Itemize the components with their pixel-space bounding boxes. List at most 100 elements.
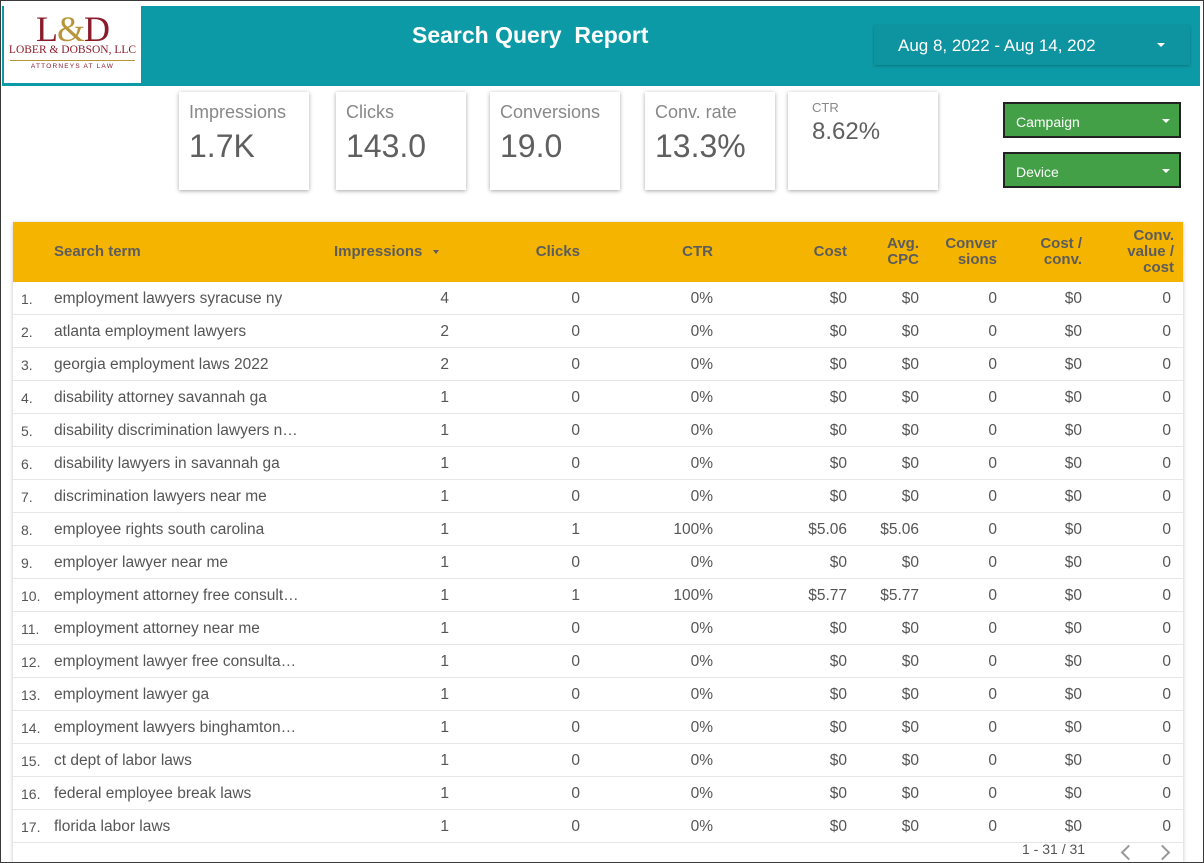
kpi-value: 19.0 [500,128,563,164]
cell-cval: 0 [1162,686,1171,703]
cell-clk: 0 [571,455,580,472]
table-row[interactable]: 12. employment lawyer free consultation 1 0… [13,645,1183,678]
table-row[interactable]: 11. employment attorney near me 1 0 0% $0 $0 0 $… [13,612,1183,645]
caret-down-icon [1162,169,1170,173]
cell-term: employment attorney near me [54,620,260,637]
cell-cpc: $0 [901,818,919,835]
cell-cval: 0 [1162,422,1171,439]
cell-cpc: $0 [901,620,919,637]
cell-cval: 0 [1162,554,1171,571]
table-row[interactable]: 2. atlanta employment lawyers 2 0 0% $0 $0 0 $0 0 [13,315,1183,348]
col-ctr[interactable]: CTR [682,243,713,260]
table-row[interactable]: 14. employment lawyers binghamton ny 1 0 0% $… [13,711,1183,744]
cell-conv: 0 [988,488,997,505]
cell-term: discrimination lawyers near me [54,488,267,505]
col-search-term[interactable]: Search term [54,243,141,260]
table-row[interactable]: 5. disability discrimination lawyers near… [13,414,1183,447]
cell-cpconv: $0 [1064,653,1082,670]
cell-ctr: 0% [690,818,713,835]
date-range-label: Aug 8, 2022 - Aug 14, 202 [898,36,1096,55]
cell-cpc: $0 [901,356,919,373]
cell-cost: $0 [829,323,847,340]
cell-cval: 0 [1162,653,1171,670]
col-avg-cpc[interactable]: Avg. CPC [887,235,919,268]
cell-cpconv: $0 [1064,785,1082,802]
table-row[interactable]: 10. employment attorney free consultation… [13,579,1183,612]
cell-imp: 1 [440,521,449,538]
cell-term: employment attorney free consultation [54,587,299,604]
cell-term: employment lawyers syracuse ny [54,290,283,307]
cell-cval: 0 [1162,488,1171,505]
cell-cval: 0 [1162,785,1171,802]
cell-conv: 0 [988,719,997,736]
cell-cval: 0 [1162,587,1171,604]
cell-idx: 9. [21,555,33,571]
table-row[interactable]: 4. disability attorney savannah ga 1 0 0% $0 $… [13,381,1183,414]
table-row[interactable]: 8. employee rights south carolina 1 1 100% $5… [13,513,1183,546]
cell-cost: $0 [829,620,847,637]
table-row[interactable]: 15. ct dept of labor laws 1 0 0% $0 $0 0 $0 0 [13,744,1183,777]
cell-cval: 0 [1162,719,1171,736]
cell-clk: 0 [571,620,580,637]
chevron-left-icon[interactable] [1120,844,1137,861]
caret-down-icon [432,250,439,255]
cell-conv: 0 [988,686,997,703]
cell-cpconv: $0 [1064,356,1082,373]
cell-term: disability discrimination lawyers near m… [54,422,299,439]
device-filter[interactable]: Device [1003,152,1181,188]
col-impressions[interactable]: Impressions [334,244,439,260]
cell-cval: 0 [1162,290,1171,307]
cell-cpconv: $0 [1064,455,1082,472]
cell-ctr: 0% [690,488,713,505]
table-row[interactable]: 16. federal employee break laws 1 0 0% $0 $0 0 $… [13,777,1183,810]
table-row[interactable]: 6. disability lawyers in savannah ga 1 0 0% $… [13,447,1183,480]
cell-cpc: $0 [901,488,919,505]
kpi-label: Impressions [189,102,287,122]
cell-term: employment lawyer ga [54,686,210,703]
cell-ctr: 0% [690,653,713,670]
col-conv-value-per-cost[interactable]: Conv. value / cost [1127,227,1174,276]
table-row[interactable]: 17. florida labor laws 1 0 0% $0 $0 0 $0 0 [13,810,1183,843]
cell-cval: 0 [1162,818,1171,835]
table-row[interactable]: 13. employment lawyer ga 1 0 0% $0 $0 0 $0 0 [13,678,1183,711]
caret-down-icon [1162,119,1170,123]
col-conversions[interactable]: Conver sions [945,235,997,268]
col-cost[interactable]: Cost [813,243,847,260]
cell-cost: $0 [829,422,847,439]
col-cost-per-conv[interactable]: Cost / conv. [1040,235,1082,268]
cell-term: employee rights south carolina [54,521,265,538]
cell-idx: 11. [21,621,40,637]
cell-cost: $0 [829,488,847,505]
chevron-right-icon[interactable] [1154,844,1171,861]
cell-cost: $0 [829,356,847,373]
cell-conv: 0 [988,356,997,373]
campaign-filter[interactable]: Campaign [1003,102,1181,138]
pagination-label: 1 - 31 / 31 [1022,841,1086,857]
cell-cost: $0 [829,554,847,571]
kpi-conv-rate: Conv. rate 13.3% [645,92,775,190]
cell-cval: 0 [1162,389,1171,406]
cell-clk: 0 [571,785,580,802]
cell-cpconv: $0 [1064,323,1082,340]
cell-conv: 0 [988,818,997,835]
cell-cpc: $0 [901,719,919,736]
table-row[interactable]: 7. discrimination lawyers near me 1 0 0% $0 $0… [13,480,1183,513]
cell-term: employment lawyer free consultation [54,653,299,670]
cell-idx: 7. [21,489,33,505]
col-clicks[interactable]: Clicks [535,243,580,260]
cell-ctr: 100% [673,521,713,538]
cell-idx: 13. [21,687,41,703]
cell-ctr: 0% [690,554,713,571]
cell-imp: 1 [440,455,449,472]
kpi-value: 13.3% [655,128,746,164]
kpi-label: Conv. rate [655,102,737,122]
kpi-clicks: Clicks 143.0 [336,92,466,190]
table-row[interactable]: 1. employment lawyers syracuse ny 4 0 0% $0 $0… [13,282,1183,315]
date-range-selector[interactable]: Aug 8, 2022 - Aug 14, 202 [874,25,1190,65]
cell-cpconv: $0 [1064,587,1082,604]
table-row[interactable]: 3. georgia employment laws 2022 2 0 0% $0 $0 0 $… [13,348,1183,381]
cell-ctr: 0% [690,323,713,340]
cell-clk: 0 [571,818,580,835]
table-row[interactable]: 9. employer lawyer near me 1 0 0% $0 $0 0 $0 0 [13,546,1183,579]
cell-cost: $0 [829,719,847,736]
